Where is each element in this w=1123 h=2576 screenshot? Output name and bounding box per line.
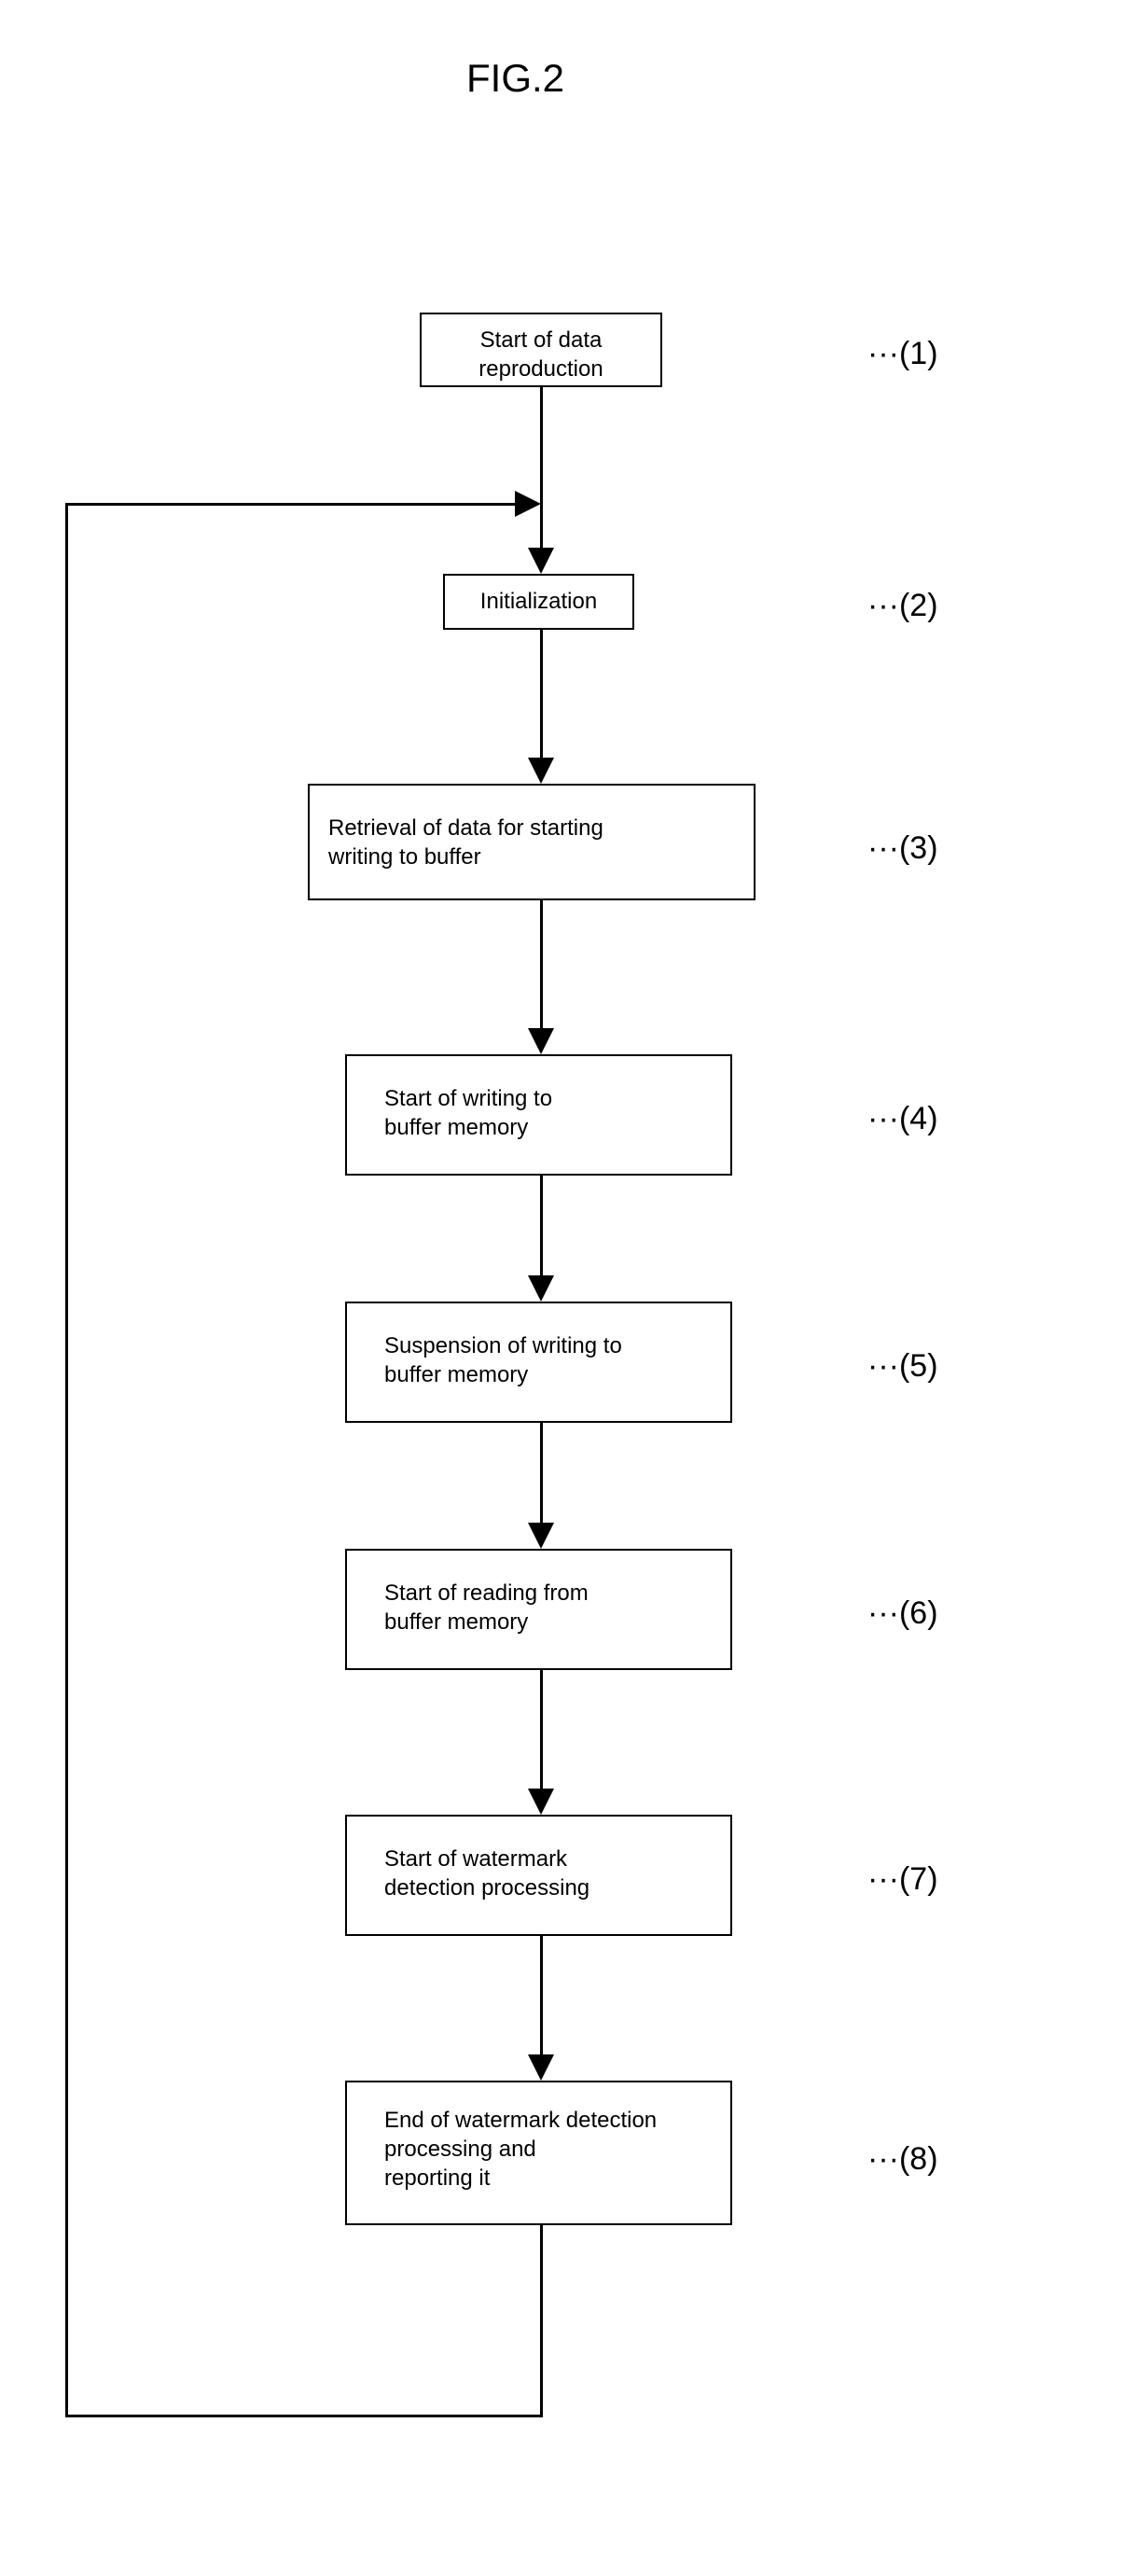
arrow-3-4-head bbox=[528, 1028, 554, 1054]
arrow-1-2 bbox=[540, 387, 543, 548]
step-2-text: Initialization bbox=[480, 589, 597, 614]
step-1-label: ···(1) bbox=[867, 336, 938, 372]
figure-title: FIG.2 bbox=[466, 56, 564, 101]
step-4-box: Start of writing tobuffer memory bbox=[345, 1054, 732, 1176]
arrow-7-8 bbox=[540, 1936, 543, 2054]
arrow-3-4 bbox=[540, 900, 543, 1028]
loop-up bbox=[65, 504, 68, 2417]
step-1-box: Start of datareproduction bbox=[420, 313, 662, 387]
arrow-6-7-head bbox=[528, 1789, 554, 1815]
arrow-7-8-head bbox=[528, 2054, 554, 2081]
arrow-5-6 bbox=[540, 1423, 543, 1523]
arrow-6-7 bbox=[540, 1670, 543, 1789]
step-8-text: End of watermark detectionprocessing and… bbox=[384, 2108, 657, 2191]
step-7-text: Start of watermarkdetection processing bbox=[384, 1846, 589, 1901]
arrow-2-3 bbox=[540, 630, 543, 758]
step-3-box: Retrieval of data for startingwriting to… bbox=[308, 784, 756, 900]
step-3-text: Retrieval of data for startingwriting to… bbox=[328, 815, 603, 870]
step-3-label: ···(3) bbox=[867, 830, 938, 867]
step-7-label: ···(7) bbox=[867, 1861, 938, 1898]
step-1-text: Start of datareproduction bbox=[478, 327, 603, 382]
step-5-box: Suspension of writing tobuffer memory bbox=[345, 1302, 732, 1423]
arrow-1-2-head bbox=[528, 548, 554, 574]
arrow-2-3-head bbox=[528, 758, 554, 784]
step-4-label: ···(4) bbox=[867, 1101, 938, 1137]
step-5-text: Suspension of writing tobuffer memory bbox=[384, 1333, 622, 1387]
step-6-label: ···(6) bbox=[867, 1595, 938, 1632]
arrow-4-5-head bbox=[528, 1275, 554, 1302]
step-4-text: Start of writing tobuffer memory bbox=[384, 1086, 552, 1140]
step-7-box: Start of watermarkdetection processing bbox=[345, 1815, 732, 1936]
step-8-label: ···(8) bbox=[867, 2141, 938, 2178]
step-6-box: Start of reading frombuffer memory bbox=[345, 1549, 732, 1670]
loop-top bbox=[65, 503, 515, 506]
arrow-5-6-head bbox=[528, 1523, 554, 1549]
step-2-box: Initialization bbox=[443, 574, 634, 630]
step-8-box: End of watermark detectionprocessing and… bbox=[345, 2081, 732, 2225]
loop-head bbox=[515, 491, 541, 517]
step-6-text: Start of reading frombuffer memory bbox=[384, 1580, 589, 1635]
loop-down bbox=[540, 2225, 543, 2416]
step-2-label: ···(2) bbox=[867, 588, 938, 624]
loop-bottom bbox=[65, 2415, 543, 2417]
arrow-4-5 bbox=[540, 1176, 543, 1275]
step-5-label: ···(5) bbox=[867, 1348, 938, 1385]
